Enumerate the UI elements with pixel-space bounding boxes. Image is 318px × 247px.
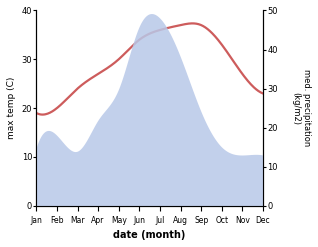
X-axis label: date (month): date (month) [114,230,186,240]
Y-axis label: max temp (C): max temp (C) [7,77,16,139]
Y-axis label: med. precipitation
(kg/m2): med. precipitation (kg/m2) [292,69,311,147]
